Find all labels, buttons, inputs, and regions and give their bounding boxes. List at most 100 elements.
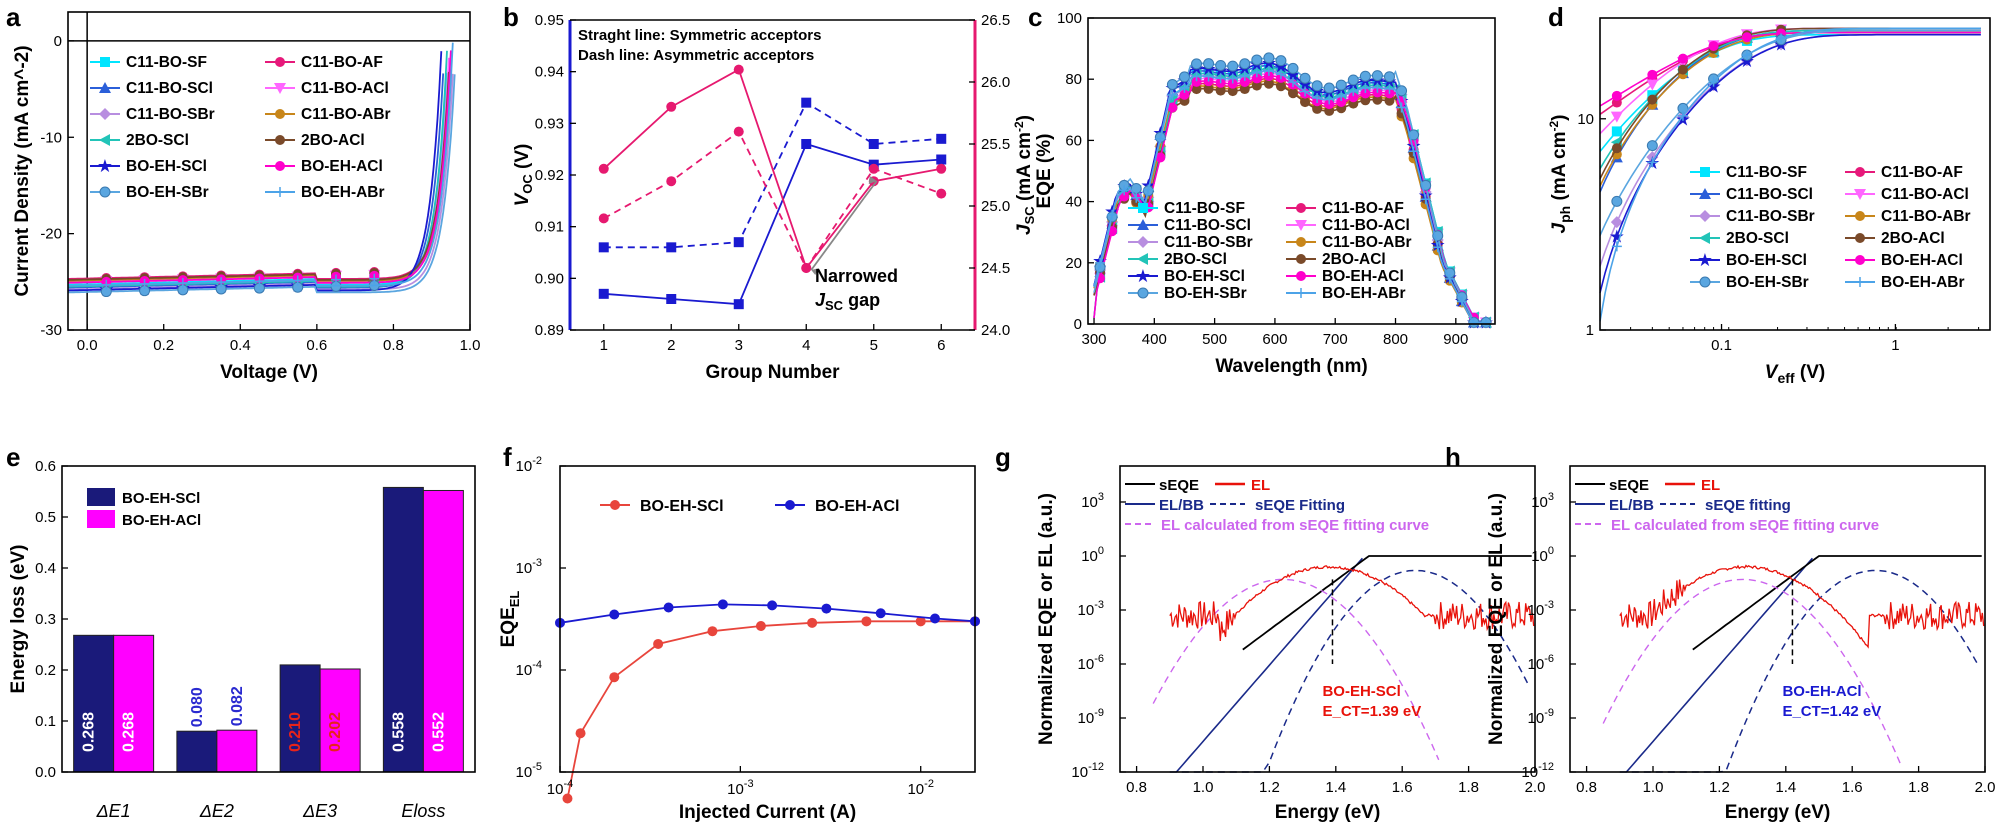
arrow-head [868,176,877,184]
y2-tick-label: 25.0 [981,198,1010,215]
y-tick-label: 103 [1531,491,1554,511]
legend-label: C11-BO-SF [1164,200,1245,217]
jph-marker [1741,50,1752,61]
eqe-marker [1251,54,1263,66]
bar-value-label: 0.210 [287,712,304,752]
x-tick-label: 0.6 [306,337,327,354]
category-label: Eloss [401,801,445,821]
eqe-marker [1287,62,1299,74]
bar-BO-EH-SCl [73,634,115,773]
el-bb-curve [1625,557,1814,773]
y-tick-label: 0.2 [35,662,56,679]
eqe-marker [1335,79,1347,91]
eqe-el-marker [929,613,940,624]
annotation-line-2: JSC gap [815,290,880,313]
plot-frame [1119,465,1536,773]
legend-label: BO-EH-ACl [815,498,899,515]
legend-marker: ★ [97,156,113,176]
legend-label: BO-EH-ACl [301,158,383,175]
eqe-marker [1239,84,1250,95]
series-marker [936,163,947,174]
x-tick-label: 2 [667,337,675,354]
jph-marker [1611,195,1623,207]
jph-marker [1677,64,1688,75]
y-tick-label: 0.94 [535,64,564,81]
legend-label: BO-EH-ACl [1881,252,1963,269]
legend-marker [1855,167,1865,177]
eqe-marker [1359,70,1371,82]
x-tick-label: 1.4 [1325,779,1346,796]
eqe-el-marker [767,600,778,611]
jv-marker [369,273,380,284]
jph-curve-12 [1599,27,1981,322]
eqe-marker [1203,58,1215,70]
x-tick-label: 2.0 [1525,779,1546,796]
annotation-label: BO-EH-SCl [1322,683,1400,700]
legend-label: sEQE Fitting [1255,497,1345,514]
eqe-el-marker [562,793,573,804]
legend-marker [610,500,620,510]
eqe-marker [1432,242,1443,253]
x-tick-label: 3 [735,337,743,354]
jph-marker [1646,151,1659,164]
panel-e: e 0.268 0.268 0.080 0.082 0.210 0.202 0.558 0.55… [6,442,476,821]
legend-swatch [87,488,115,506]
legend-marker [99,134,110,146]
legend-label: C11-BO-SBr [1164,234,1253,251]
jv-marker [216,277,227,288]
panel-label: c [1028,2,1042,32]
legend-marker: ★ [1697,250,1713,270]
legend-marker [1137,236,1149,248]
legend-marker [1296,288,1306,298]
legend-label: EL calculated from sEQE fitting curve [1611,517,1879,534]
eqe-marker [1324,94,1335,105]
x-tick-label: 0.8 [1126,779,1147,796]
y-axis-title: Jph (mA cm-2) [1547,115,1573,234]
legend-marker [99,108,111,120]
series-marker [666,176,677,187]
legend-label: EL [1701,477,1720,494]
jph-marker [1708,40,1719,51]
eqe-marker [1336,96,1347,107]
y-tick-label: 60 [1065,132,1082,149]
panel-label: g [995,442,1011,472]
legend-label: EL [1251,477,1270,494]
series-marker [598,213,609,224]
plot-frame [1599,17,1991,331]
jph-marker [1611,90,1622,101]
y-tick-label: 103 [1081,491,1104,511]
annotation-label: BO-EH-ACl [1782,683,1861,700]
eqe-marker [1239,58,1251,70]
plot-frame [559,465,976,773]
series-marker [936,188,947,199]
eqe-marker [1312,93,1323,104]
jv-curve-7 [68,50,448,288]
eqe-el-marker [915,616,926,627]
eqe-marker [1155,152,1166,163]
jv-marker [177,278,188,289]
x-tick-label: 1 [1891,337,1899,354]
legend-label: BO-EH-SCl [1726,252,1807,269]
x-axis-title: Energy (eV) [1275,802,1381,823]
x-axis-title: Voltage (V) [220,362,318,383]
y-axis-title: Current Density (mA cm^-2) [12,45,33,296]
legend-marker [1137,287,1149,299]
eqe-marker [1263,71,1274,82]
y-tick-label: 10-3 [1078,599,1104,619]
series-marker [666,242,677,253]
legend-label: C11-BO-SF [1726,164,1807,181]
eqe-el-curve-1 [566,620,975,799]
legend-label: BO-EH-ABr [301,184,385,201]
x-tick-label: 800 [1383,331,1408,348]
eqe-el-marker [609,609,620,620]
y2-tick-label: 24.0 [981,322,1010,339]
annotation-ect: E_CT=1.42 eV [1782,703,1881,720]
x-tick-label: 0.2 [153,337,174,354]
y-axis-title: Normalized EQE or EL (a.u.) [1036,493,1057,745]
el-curve [1619,564,1985,649]
y-tick-label: 0.3 [35,611,56,628]
jph-marker [1741,32,1752,43]
eqe-marker [1323,82,1335,94]
eqe-marker [1312,103,1323,114]
series-marker [733,64,744,75]
